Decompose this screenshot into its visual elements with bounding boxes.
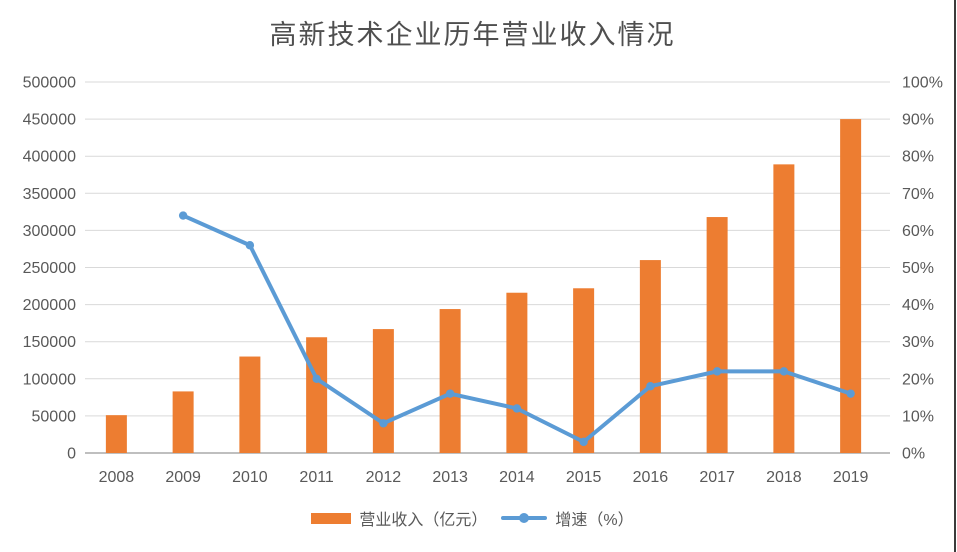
bar-2008 (105, 415, 127, 453)
growth-point-2017 (712, 367, 722, 376)
growth-point-2016 (646, 382, 655, 391)
x-axis-label-2014: 2014 (499, 469, 535, 486)
y-axis-right-label: 80% (902, 149, 934, 166)
x-axis-label-2009: 2009 (165, 469, 201, 486)
bar-series-swatch-icon (311, 512, 352, 524)
bar-2013 (439, 309, 461, 453)
y-axis-right-label: 0% (902, 446, 925, 463)
bar-2015 (573, 288, 595, 453)
x-axis-label-2016: 2016 (633, 469, 669, 486)
bar-2016 (639, 260, 661, 453)
y-axis-right-label: 30% (902, 334, 934, 351)
y-axis-right-label: 70% (902, 186, 934, 203)
growth-point-2013 (445, 389, 455, 398)
legend-label-growth: 增速（%） (555, 512, 634, 529)
x-axis-label-2008: 2008 (99, 469, 135, 486)
growth-point-2015 (579, 437, 588, 447)
growth-point-2018 (779, 367, 789, 376)
y-axis-left-label: 450000 (23, 112, 76, 129)
y-axis-right-label: 40% (902, 297, 934, 314)
x-axis-label-2011: 2011 (299, 469, 334, 486)
legend: 营业收入（亿元） 增速（%） (0, 506, 945, 530)
legend-item-growth: 增速（%） (501, 506, 634, 530)
bar-2018 (773, 164, 795, 453)
growth-point-2012 (379, 419, 388, 428)
bar-2010 (239, 356, 261, 453)
y-axis-right-label: 60% (902, 223, 934, 240)
y-axis-right-label: 10% (902, 408, 934, 425)
x-axis-label-2017: 2017 (699, 469, 735, 486)
y-axis-left-label: 300000 (23, 223, 76, 240)
growth-point-2014 (512, 404, 522, 413)
bar-2014 (506, 292, 528, 453)
bar-2011 (306, 337, 328, 453)
y-axis-right-label: 90% (902, 112, 934, 129)
bar-2019 (840, 119, 862, 453)
y-axis-left-label: 400000 (23, 149, 76, 166)
x-axis-label-2018: 2018 (766, 469, 802, 486)
x-axis-label-2019: 2019 (833, 469, 869, 486)
y-axis-right-label: 50% (902, 260, 934, 277)
x-axis-label-2015: 2015 (566, 469, 602, 486)
chart-title: 高新技术企业历年营业收入情况 (269, 20, 676, 51)
y-axis-right-label: 100% (902, 75, 943, 92)
y-axis-right-label: 20% (902, 371, 934, 388)
x-axis-label-2013: 2013 (432, 469, 468, 486)
y-axis-left-label: 250000 (23, 260, 76, 277)
growth-point-2010 (245, 241, 255, 250)
bar-2012 (372, 329, 394, 453)
bar-2009 (172, 391, 194, 453)
x-axis-label-2010: 2010 (232, 469, 268, 486)
x-axis-label-2012: 2012 (366, 469, 402, 486)
y-axis-left-label: 350000 (23, 186, 76, 203)
legend-label-revenue: 营业收入（亿元） (359, 512, 488, 529)
y-axis-left-label: 50000 (32, 408, 77, 425)
y-axis-left-label: 500000 (23, 75, 76, 92)
window-right-border (954, 0, 956, 552)
line-series-swatch-icon (501, 512, 548, 524)
growth-point-2011 (312, 374, 321, 383)
y-axis-left-label: 0 (67, 446, 76, 463)
growth-point-2019 (846, 389, 855, 398)
y-axis-left-label: 100000 (23, 371, 76, 388)
legend-item-revenue: 营业收入（亿元） (311, 506, 487, 530)
bar-2017 (706, 217, 728, 453)
y-axis-left-label: 150000 (23, 334, 76, 351)
growth-point-2009 (178, 211, 188, 220)
y-axis-left-label: 200000 (23, 297, 76, 314)
